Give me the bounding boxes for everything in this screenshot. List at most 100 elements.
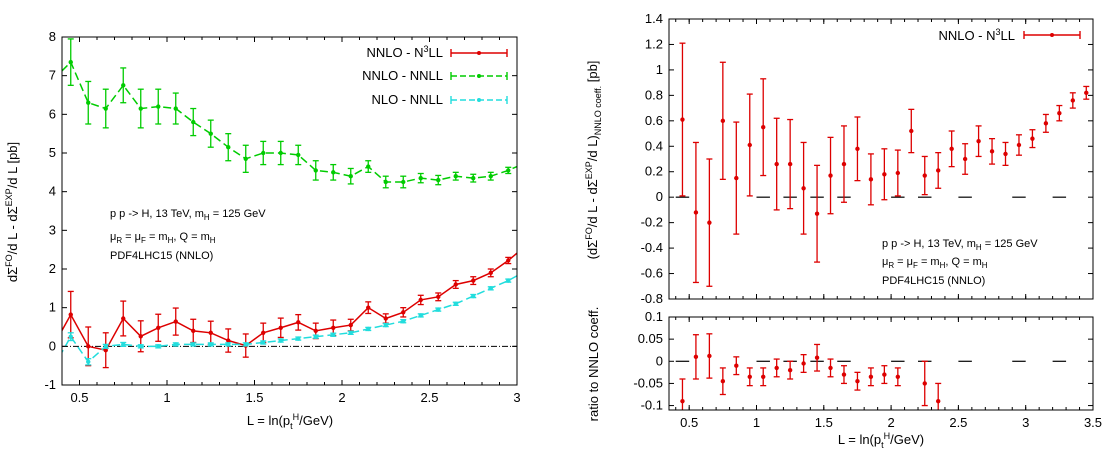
y-tick-label: 0.6 [645,113,663,128]
data-point [1084,90,1089,96]
data-point [436,294,441,300]
y-tick-label: 0.05 [638,331,663,346]
data-point [761,374,766,379]
y-tick-label: 0.8 [645,87,663,102]
right-top-legend: NNLO - N3LL [938,27,1081,43]
data-point [138,344,143,349]
right-bottom-plot-frame [668,316,1094,411]
x-tick-label: 0.5 [70,390,88,405]
data-point [734,175,739,181]
data-point [348,330,353,335]
data-point [68,59,73,65]
data-point [761,124,766,130]
legend-swatch-nlo-nnll [450,96,508,104]
error-bar [523,269,529,272]
data-point [121,342,126,347]
y-tick-label: 0 [656,189,663,204]
data-point [828,173,833,178]
data-point [296,320,301,325]
left-annotation: p p -> H, 13 TeV, mH = 125 GeV μR = μF =… [110,208,266,262]
y-tick-label: 0.1 [645,309,663,324]
series-1 [62,38,529,189]
data-point [383,179,388,185]
y-tick-label: 4 [49,184,56,199]
data-point [68,312,73,317]
x-tick-label: 1.5 [815,415,833,430]
right-top-legend-label: NNLO - N3LL [938,27,1015,43]
data-point [936,398,941,404]
data-point [453,301,458,306]
y-tick-label: -0.8 [641,291,663,306]
data-point [787,367,793,373]
left-legend: NNLO - N3LL NNLO - NNLL NLO - NN [362,44,508,107]
data-point [922,381,927,386]
data-point [261,330,266,335]
data-point [936,168,941,173]
y-tick-label: 0 [656,353,663,368]
data-point [1070,98,1076,103]
data-point [1003,151,1008,157]
data-point [418,297,423,303]
data-point [156,104,161,109]
data-point [401,319,406,324]
data-point [471,175,476,181]
data-point [261,150,266,156]
data-point [787,161,793,167]
series-line [62,252,517,352]
y-tick-label: 7 [49,68,56,83]
data-point [814,211,820,216]
data-point [331,170,336,175]
data-point [453,282,458,287]
y-tick-label: 1 [49,300,56,315]
data-point [506,258,511,263]
data-point [366,164,371,169]
data-point [841,372,847,377]
data-point [774,161,779,167]
data-point [524,269,528,273]
data-point [895,374,901,379]
y-tick-label: 6 [49,106,56,121]
y-tick-label: -0.2 [641,215,663,230]
data-point [962,156,968,162]
data-point [693,210,699,215]
data-point [383,316,388,321]
error-bar [523,160,529,166]
data-point [436,307,441,312]
x-tick-label: 3.5 [1084,415,1102,430]
y-tick-label: 2 [49,261,56,276]
data-point [895,170,901,176]
y-tick-label: -0.6 [641,266,663,281]
y-tick-label: -0.4 [641,240,663,255]
error-bar [523,243,529,249]
data-point [747,142,752,148]
data-point [226,145,231,150]
data-point [348,174,353,179]
left-x-axis-label: L = ln(ptH/GeV) [247,412,333,431]
data-point [488,270,493,276]
data-point [506,168,511,173]
series-0 [679,42,1090,287]
left-annotation-pdf: PDF4LHC15 (NNLO) [110,250,213,262]
series-2 [62,269,529,366]
data-point [841,161,847,167]
data-point [243,342,248,347]
data-point [436,177,441,183]
left-plot-area [62,38,529,369]
left-y-axis-label: dΣFO/d L - dΣEXP/d L [pb] [4,142,20,282]
data-point [524,160,528,164]
data-point [313,168,318,173]
data-point [1043,121,1049,126]
right-top-annotation-scales: μR = μF = mH, Q = mH [882,256,988,270]
y-tick-label: 1 [656,62,663,77]
data-point [296,336,301,341]
data-point [173,106,178,111]
data-point [707,220,712,225]
right-bottom-y-ticks: -0.1 -0.05 0 0.05 0.1 [633,309,1093,413]
data-point [734,363,739,368]
left-annotation-scales: μR = μF = mH, Q = mH [110,231,216,245]
data-point [774,365,779,371]
data-point [680,117,685,122]
data-point [348,322,353,328]
right-top-panel: -0.8 -0.6 -0.4 -0.2 0 0.2 0.4 0.6 0.8 1 1.2 1.4 (dΣ… [584,11,1094,306]
